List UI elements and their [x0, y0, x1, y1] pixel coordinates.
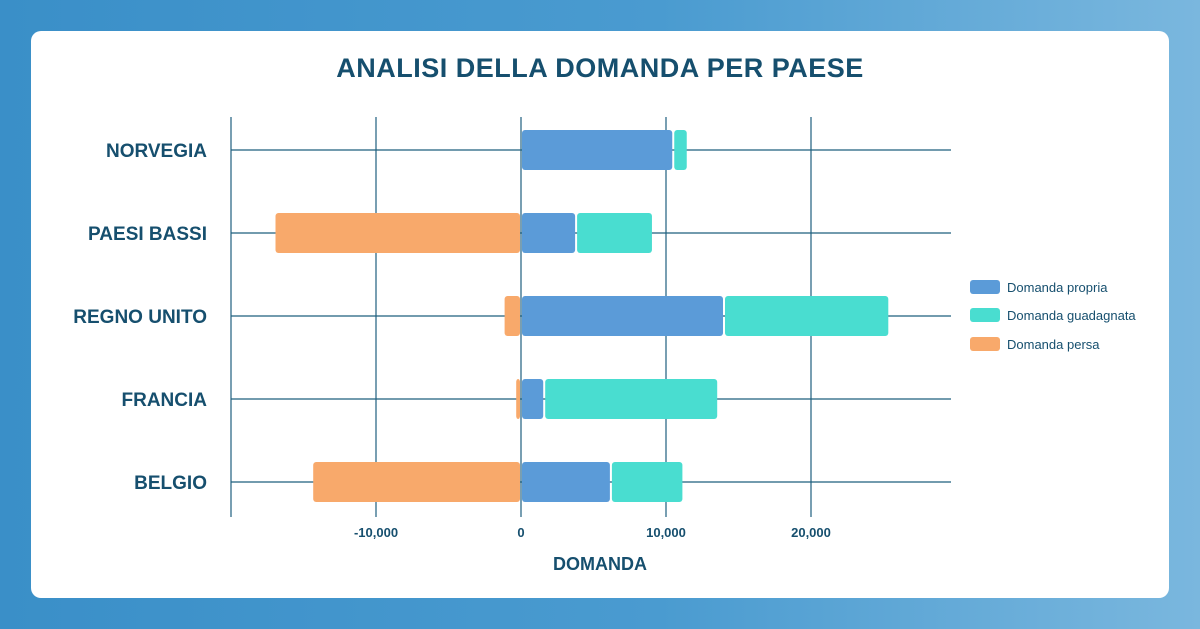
bar-domanda-guadagnata-paesi-bassi: [577, 213, 652, 253]
legend-swatch: [970, 337, 1000, 351]
bar-domanda-guadagnata-norvegia: [674, 130, 687, 170]
category-labels: NORVEGIA PAESI BASSI REGNO UNITO FRANCIA BEL…: [73, 141, 207, 494]
bar-domanda-propria-norvegia: [522, 130, 673, 170]
chart-card: ANALISI DELLA DOMANDA PER PAESE NORVEGIA…: [31, 31, 1169, 598]
category-label: FRANCIA: [122, 390, 208, 411]
x-tick-label: 20,000: [791, 525, 831, 540]
tick-labels: -10,000 0 10,000 20,000: [354, 525, 831, 540]
legend: Domanda propria Domanda guadagnata Domanda…: [970, 280, 1136, 352]
bars: [275, 130, 889, 502]
category-label: BELGIO: [134, 473, 207, 494]
legend-label: Domanda persa: [1007, 337, 1100, 352]
bar-domanda-persa-regno-unito: [504, 296, 520, 336]
bar-domanda-persa-francia: [516, 379, 520, 419]
legend-swatch: [970, 280, 1000, 294]
bar-domanda-propria-belgio: [522, 462, 610, 502]
chart-title: ANALISI DELLA DOMANDA PER PAESE: [336, 53, 864, 83]
legend-label: Domanda guadagnata: [1007, 308, 1136, 323]
bar-domanda-guadagnata-francia: [545, 379, 718, 419]
category-label: REGNO UNITO: [73, 307, 207, 328]
x-tick-label: -10,000: [354, 525, 398, 540]
bar-domanda-persa-paesi-bassi: [275, 213, 520, 253]
x-axis-label: DOMANDA: [553, 554, 647, 574]
category-label: NORVEGIA: [106, 141, 207, 162]
bar-domanda-propria-regno-unito: [522, 296, 723, 336]
x-tick-label: 0: [517, 525, 524, 540]
x-tick-label: 10,000: [646, 525, 686, 540]
bar-domanda-propria-francia: [522, 379, 544, 419]
legend-label: Domanda propria: [1007, 280, 1108, 295]
category-label: PAESI BASSI: [88, 224, 207, 245]
bar-domanda-propria-paesi-bassi: [522, 213, 576, 253]
bar-domanda-guadagnata-belgio: [611, 462, 683, 502]
bar-domanda-persa-belgio: [313, 462, 520, 502]
chart-svg: ANALISI DELLA DOMANDA PER PAESE NORVEGIA…: [73, 53, 1136, 574]
bar-domanda-guadagnata-regno-unito: [725, 296, 889, 336]
legend-swatch: [970, 308, 1000, 322]
